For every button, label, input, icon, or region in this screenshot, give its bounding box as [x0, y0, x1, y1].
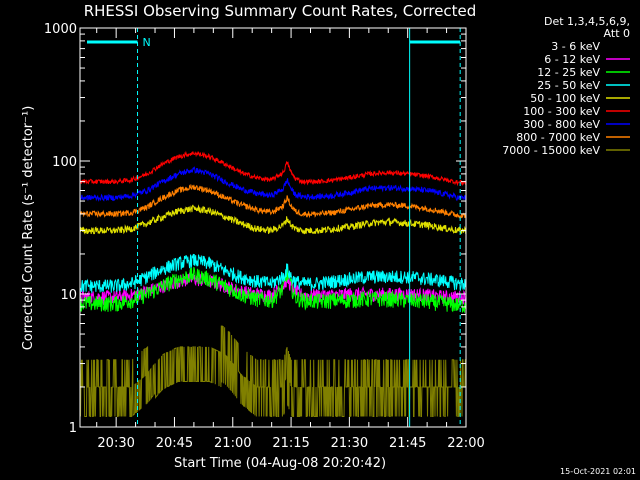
y-tick-label: 10 — [60, 288, 77, 303]
legend-header-line: Att 0 — [604, 27, 630, 40]
x-tick-label: 22:00 — [447, 436, 484, 451]
legend-entry-label: 6 - 12 keV — [544, 53, 600, 66]
x-axis: 20:30 20:45 21:00 21:15 21:30 21:45 22:00 — [96, 28, 485, 451]
x-tick-label: 21:00 — [214, 436, 251, 451]
legend-entry-label: 300 - 800 keV — [523, 118, 600, 131]
y-tick-label: 100 — [52, 155, 77, 170]
series-line-8 — [79, 325, 466, 418]
series-line-6 — [79, 166, 467, 202]
y-axis: 1 10 100 1000 — [44, 22, 466, 436]
series-line-5 — [79, 150, 467, 187]
chart-title: RHESSI Observing Summary Count Rates, Co… — [84, 2, 477, 20]
legend-entry-label: 800 - 7000 keV — [516, 131, 600, 144]
legend-entry-label: 7000 - 15000 keV — [502, 144, 600, 157]
x-tick-label: 21:15 — [272, 436, 309, 451]
series-layer — [79, 150, 467, 418]
x-axis-label: Start Time (04-Aug-08 20:20:42) — [174, 456, 386, 471]
x-tick-label: 21:45 — [389, 436, 426, 451]
night-label: N — [143, 36, 151, 49]
series-line-4 — [79, 204, 467, 235]
timestamp: 15-Oct-2021 02:01 — [560, 467, 636, 476]
y-tick-label: 1000 — [44, 22, 77, 37]
series-line-7 — [79, 183, 467, 221]
y-axis-label: Corrected Count Rate (s⁻¹ detector⁻¹) — [21, 106, 36, 351]
legend-entry-label: 12 - 25 keV — [537, 66, 600, 79]
legend-header-line: Det 1,3,4,5,6,9, — [544, 15, 630, 28]
y-tick-label: 1 — [69, 421, 77, 436]
x-tick-label: 20:30 — [97, 436, 134, 451]
legend-entry-label: 3 - 6 keV — [551, 40, 600, 53]
legend-entry-label: 100 - 300 keV — [523, 105, 600, 118]
x-tick-label: 20:45 — [156, 436, 193, 451]
series-line-3 — [79, 253, 467, 293]
series-line-2 — [79, 266, 467, 314]
annotation-layer: N — [86, 28, 461, 427]
plot-frame — [79, 27, 467, 428]
x-tick-label: 21:30 — [331, 436, 368, 451]
legend-entry-label: 25 - 50 keV — [537, 79, 600, 92]
legend-entry-label: 50 - 100 keV — [530, 92, 600, 105]
